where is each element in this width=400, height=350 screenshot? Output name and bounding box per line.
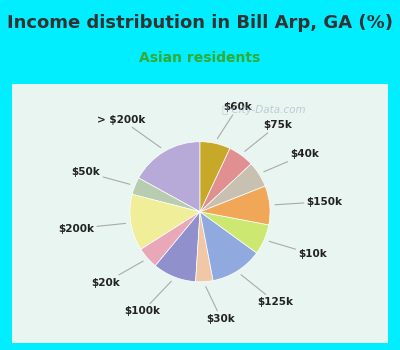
Text: $200k: $200k (58, 223, 126, 233)
Wedge shape (200, 148, 251, 212)
Text: $150k: $150k (275, 197, 343, 206)
Wedge shape (130, 194, 200, 249)
Text: $40k: $40k (264, 149, 319, 172)
Text: $20k: $20k (91, 261, 143, 288)
Text: $125k: $125k (241, 275, 294, 307)
Wedge shape (132, 178, 200, 212)
Text: > $200k: > $200k (97, 114, 161, 148)
Text: $10k: $10k (269, 241, 327, 259)
Text: $60k: $60k (217, 102, 252, 139)
Wedge shape (196, 212, 213, 282)
Wedge shape (139, 142, 200, 212)
Wedge shape (200, 212, 269, 253)
Text: Asian residents: Asian residents (139, 51, 261, 65)
Wedge shape (200, 212, 257, 281)
Wedge shape (155, 212, 200, 282)
Wedge shape (200, 164, 265, 212)
Text: Income distribution in Bill Arp, GA (%): Income distribution in Bill Arp, GA (%) (7, 14, 393, 32)
Text: $30k: $30k (206, 287, 236, 324)
Text: $50k: $50k (72, 167, 130, 184)
Text: $75k: $75k (245, 120, 292, 151)
Text: $100k: $100k (124, 281, 171, 316)
Text: 🔵 City-Data.com: 🔵 City-Data.com (222, 105, 305, 114)
Wedge shape (200, 142, 230, 212)
FancyBboxPatch shape (12, 84, 388, 343)
Wedge shape (141, 212, 200, 266)
Wedge shape (200, 186, 270, 225)
